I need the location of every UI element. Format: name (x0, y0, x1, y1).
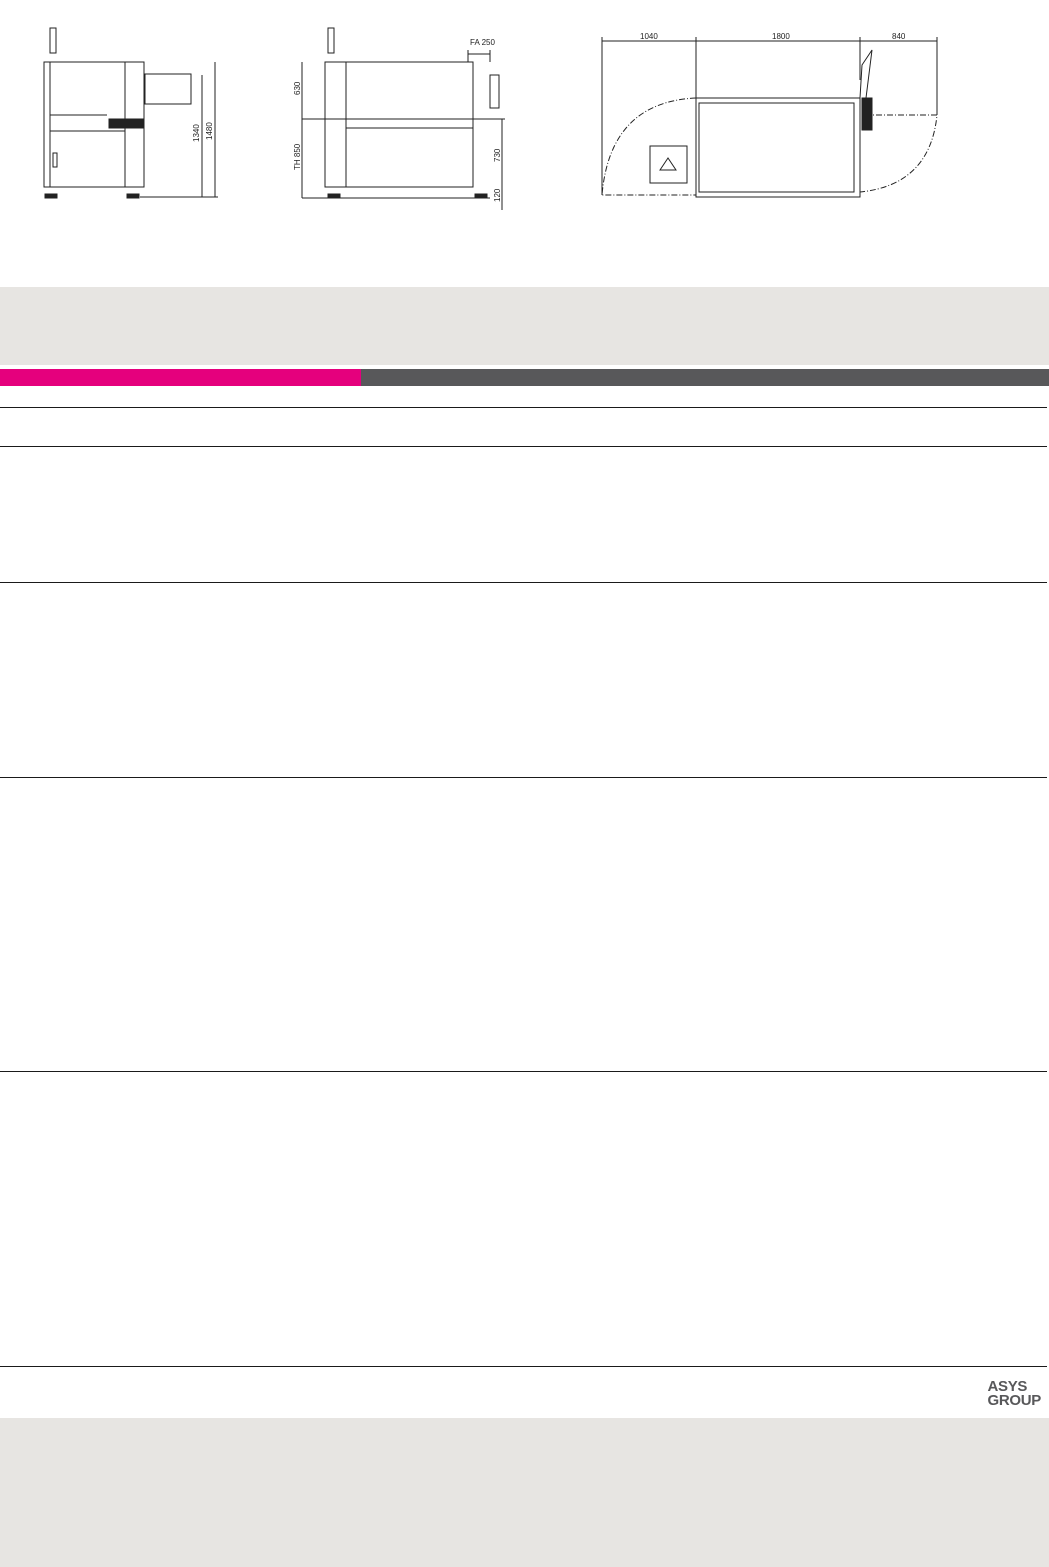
dim-1480: 1480 (205, 122, 214, 140)
logo-line-2: GROUP (987, 1392, 1041, 1409)
divider (0, 446, 1047, 447)
divider (0, 1071, 1047, 1072)
dim-630: 630 (293, 81, 302, 95)
dim-1040: 1040 (640, 32, 658, 41)
warning-sign (649, 145, 688, 184)
dim-840: 840 (892, 32, 906, 41)
divider (0, 582, 1047, 583)
dim-1340: 1340 (192, 124, 201, 142)
signal-tower (49, 27, 57, 54)
logo-line-1: ASYS (987, 1378, 1028, 1395)
side-view-drawing: 630 FA 250 TH 850 730 120 (293, 27, 505, 210)
dim-120: 120 (493, 188, 502, 202)
dim-1800: 1800 (772, 32, 790, 41)
header-band (0, 287, 1049, 365)
front-view-drawing: 1340 1480 (43, 27, 218, 199)
divider (0, 407, 1047, 408)
divider (0, 1366, 1047, 1367)
dim-730: 730 (493, 148, 502, 162)
asys-group-logo: ASYS GROUP (987, 1378, 1041, 1409)
dim-th-850: TH 850 (293, 143, 302, 170)
top-view-drawing: 1040 1800 840 (601, 32, 938, 198)
section-bar-accent (0, 369, 361, 386)
divider (0, 777, 1047, 778)
dim-fa-250: FA 250 (470, 38, 495, 47)
monitor (144, 73, 192, 105)
section-bar (0, 369, 1049, 386)
footer-band (0, 1418, 1049, 1567)
